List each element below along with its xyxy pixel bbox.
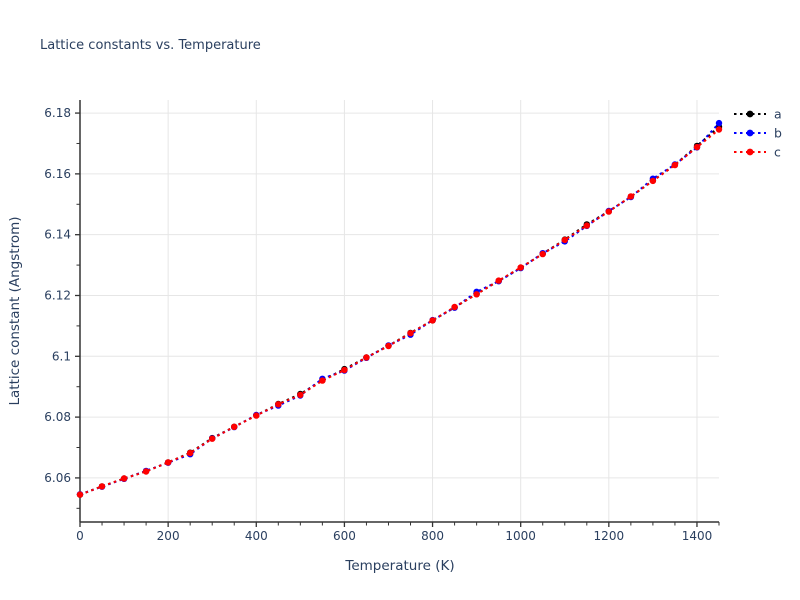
legend: abc bbox=[734, 107, 782, 160]
series-line-c bbox=[79, 128, 720, 496]
y-axis-label: Lattice constant (Angstrom) bbox=[7, 216, 23, 405]
y-tick-label: 6.06 bbox=[44, 471, 71, 485]
series-a bbox=[76, 123, 723, 498]
data-point-c bbox=[649, 177, 657, 185]
data-point-c bbox=[561, 236, 568, 244]
data-point-c bbox=[363, 354, 370, 361]
data-point-c bbox=[187, 449, 194, 457]
data-point-c bbox=[693, 143, 701, 151]
x-tick-label: 0 bbox=[76, 529, 84, 543]
legend-item-b[interactable]: b bbox=[734, 126, 782, 141]
x-tick-label: 200 bbox=[157, 529, 180, 543]
data-point-c bbox=[341, 366, 348, 374]
data-point-c bbox=[142, 468, 150, 475]
data-point-c bbox=[275, 401, 282, 408]
series-c bbox=[76, 126, 723, 498]
legend-item-c[interactable]: c bbox=[734, 145, 781, 160]
y-tick-label: 6.14 bbox=[44, 228, 71, 242]
x-tick-label: 1200 bbox=[594, 529, 625, 543]
series-line-b bbox=[79, 122, 720, 496]
gridlines bbox=[80, 100, 719, 522]
data-point-c bbox=[76, 491, 84, 498]
data-point-c bbox=[120, 475, 128, 482]
data-point-c bbox=[671, 161, 679, 169]
legend-marker-c bbox=[746, 148, 754, 156]
data-point-c bbox=[231, 423, 238, 430]
data-point-c bbox=[164, 459, 172, 466]
data-point-c bbox=[473, 291, 480, 298]
legend-label-a: a bbox=[774, 107, 782, 122]
data-point-c bbox=[319, 377, 326, 384]
legend-marker-b bbox=[746, 129, 754, 137]
data-point-c bbox=[517, 264, 524, 271]
data-point-c bbox=[253, 412, 260, 419]
legend-label-c: c bbox=[774, 145, 781, 160]
axes bbox=[79, 100, 719, 523]
x-tick-label: 400 bbox=[245, 529, 268, 543]
legend-label-b: b bbox=[774, 126, 782, 141]
data-point-c bbox=[297, 391, 304, 399]
plot-area: 0 200 400 600 800 1000 1200 1400 6.06 6.08 6.1 6.12… bbox=[44, 100, 782, 543]
data-point-c bbox=[627, 193, 635, 200]
y-tick-label: 6.08 bbox=[44, 410, 71, 424]
data-point-c bbox=[385, 342, 392, 350]
data-point-c bbox=[605, 208, 612, 215]
data-point-c bbox=[429, 317, 436, 324]
y-tick-label: 6.18 bbox=[44, 106, 71, 120]
data-point-b bbox=[715, 119, 723, 127]
chart-title: Lattice constants vs. Temperature bbox=[40, 38, 261, 53]
data-point-c bbox=[539, 250, 546, 258]
data-point-c bbox=[495, 277, 502, 284]
data-point-c bbox=[451, 303, 458, 311]
legend-item-a[interactable]: a bbox=[734, 107, 782, 122]
data-point-c bbox=[98, 483, 106, 490]
series-b bbox=[76, 119, 723, 498]
ticks: 0 200 400 600 800 1000 1200 1400 6.06 6.08 6.1 6.12… bbox=[44, 106, 720, 543]
x-axis-label: Temperature (K) bbox=[344, 558, 454, 574]
x-tick-label: 600 bbox=[333, 529, 356, 543]
y-tick-label: 6.16 bbox=[44, 167, 71, 181]
data-point-c bbox=[583, 222, 590, 229]
x-tick-label: 1400 bbox=[682, 529, 713, 543]
x-tick-label: 1000 bbox=[505, 529, 536, 543]
y-tick-label: 6.1 bbox=[52, 349, 71, 363]
x-tick-label: 800 bbox=[421, 529, 444, 543]
data-point-c bbox=[715, 126, 723, 133]
y-tick-label: 6.12 bbox=[44, 288, 71, 302]
data-point-c bbox=[407, 330, 414, 337]
data-point-c bbox=[209, 435, 216, 442]
legend-marker-a bbox=[746, 110, 754, 118]
series-line-a bbox=[79, 126, 720, 496]
